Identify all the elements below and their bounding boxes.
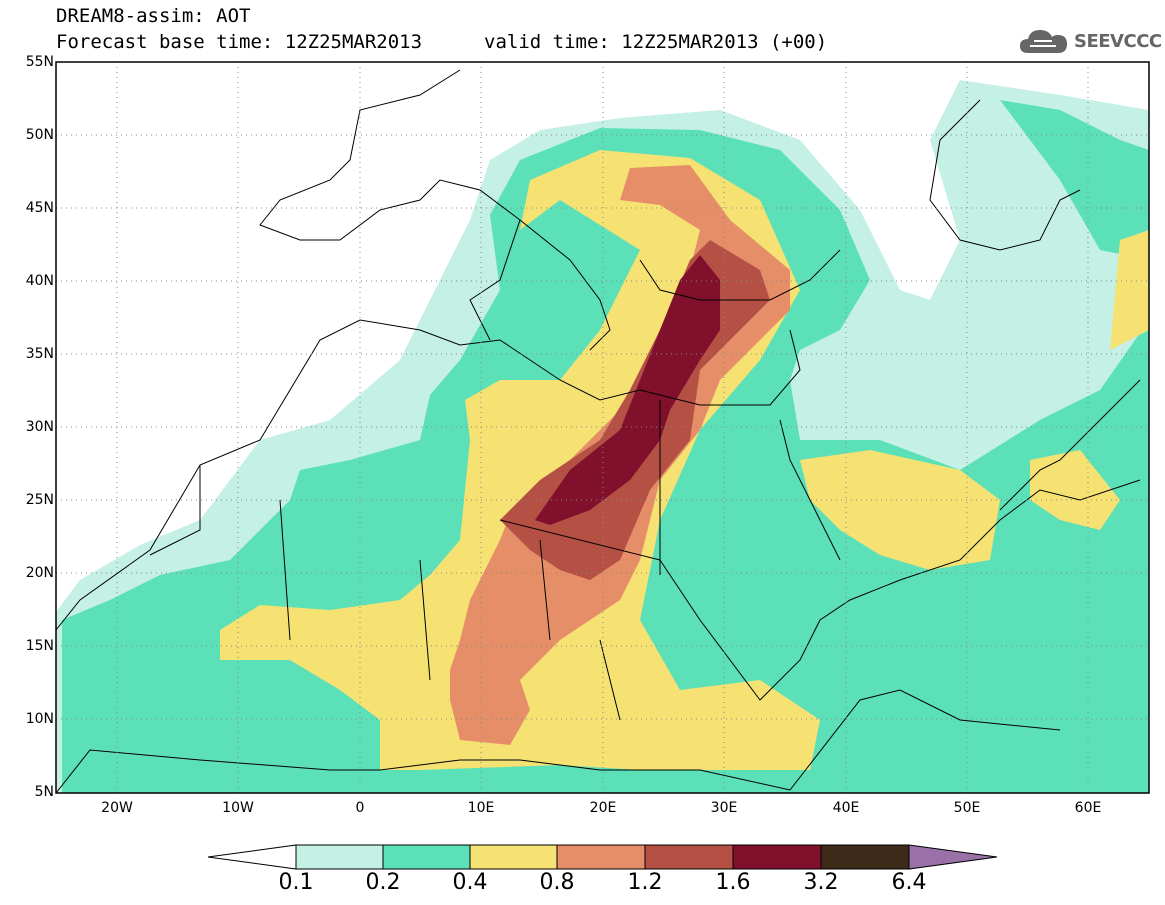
lon-label: 20W	[101, 800, 133, 816]
lon-label: 20E	[589, 800, 617, 816]
lat-label: 45N	[25, 200, 54, 216]
colorbar-swatch-5	[732, 844, 822, 870]
colorbar-label: 0.4	[452, 870, 488, 895]
contour-0-2-ne	[1000, 100, 1149, 260]
contour-0-4-east	[1110, 230, 1149, 350]
lon-label: 10E	[467, 800, 495, 816]
colorbar-swatch-3	[556, 844, 646, 870]
lat-label: 15N	[25, 638, 54, 654]
colorbar-label: 0.2	[365, 870, 401, 895]
seevccc-logo: SEEVCCC	[1018, 24, 1162, 58]
lat-label: 35N	[25, 346, 54, 362]
base-time-label: Forecast base time: 12Z25MAR2013	[56, 31, 423, 53]
colorbar	[207, 844, 998, 870]
colorbar-swatch-6	[820, 844, 910, 870]
colorbar-arrow-high	[908, 844, 998, 870]
lon-label: 50E	[953, 800, 981, 816]
colorbar-swatch-4	[644, 844, 734, 870]
colorbar-label: 1.2	[627, 870, 663, 895]
lat-label: 40N	[25, 273, 54, 289]
forecast-time-line: Forecast base time: 12Z25MAR2013 valid ti…	[56, 31, 827, 53]
map-frame	[55, 61, 1150, 794]
lon-label: 0	[355, 800, 365, 816]
colorbar-label: 6.4	[891, 870, 927, 895]
valid-time-label: valid time: 12Z25MAR2013 (+00)	[484, 31, 828, 53]
lon-label: 10W	[222, 800, 254, 816]
lat-label: 30N	[25, 419, 54, 435]
lat-label: 5N	[34, 784, 54, 800]
colorbar-arrow-low	[207, 844, 297, 870]
colorbar-swatch-0	[295, 844, 384, 870]
colorbar-label: 3.2	[803, 870, 839, 895]
colorbar-label: 0.8	[539, 870, 575, 895]
cloud-icon	[1020, 30, 1067, 53]
colorbar-swatch-2	[469, 844, 558, 870]
lon-label: 30E	[710, 800, 738, 816]
contour-1-6	[535, 255, 720, 525]
contour-0-4-gulf	[1030, 450, 1120, 530]
lon-label: 60E	[1074, 800, 1102, 816]
coastlines	[56, 69, 1141, 793]
logo-text: SEEVCCC	[1074, 30, 1162, 52]
lon-label: 40E	[832, 800, 860, 816]
lat-label: 20N	[25, 565, 54, 581]
lat-label: 55N	[25, 54, 54, 70]
map-title: DREAM8-assim: AOT	[56, 5, 251, 27]
contour-0-4-arabia	[800, 450, 1000, 570]
lat-label: 10N	[25, 711, 54, 727]
colorbar-label: 0.1	[278, 870, 314, 895]
lat-label: 25N	[25, 492, 54, 508]
colorbar-swatch-1	[382, 844, 471, 870]
colorbar-label: 1.6	[715, 870, 751, 895]
lat-label: 50N	[25, 127, 54, 143]
graticule	[56, 62, 1149, 793]
